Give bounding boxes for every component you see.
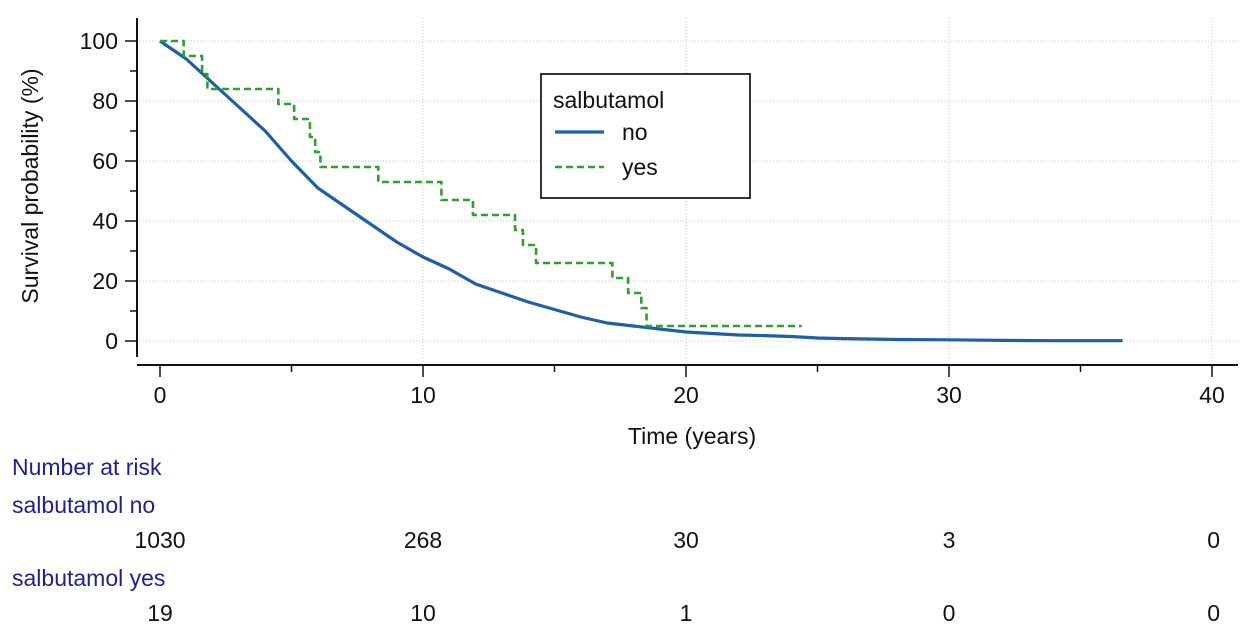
- risk-count: 30: [673, 527, 699, 553]
- legend: salbutamol no yes: [540, 73, 751, 199]
- risk-count: 0: [1207, 600, 1220, 625]
- axis-labels: Time (years) Survival probability (%): [17, 68, 756, 449]
- risk-count: 268: [404, 527, 442, 553]
- risk-count: 0: [1207, 527, 1220, 553]
- legend-title: salbutamol: [553, 87, 664, 113]
- y-axis-title: Survival probability (%): [17, 68, 43, 303]
- risk-group-label: salbutamol yes: [12, 565, 165, 591]
- risk-table-title: Number at risk: [12, 454, 162, 480]
- series-line-no: [159, 39, 1123, 343]
- y-tick-label: 0: [105, 328, 118, 354]
- risk-count: 19: [147, 600, 173, 625]
- y-tick-label: 20: [92, 268, 118, 294]
- y-tick-label: 80: [92, 88, 118, 114]
- axes: 0 20 40 60 80 100 0 10 20 30 40: [80, 18, 1238, 408]
- risk-count: 0: [943, 600, 956, 625]
- x-axis-title: Time (years): [628, 423, 756, 449]
- series-lines: [159, 39, 1123, 343]
- risk-count: 1030: [134, 527, 185, 553]
- x-tick-label: 10: [410, 382, 436, 408]
- x-tick-label: 20: [673, 382, 699, 408]
- risk-count: 3: [943, 527, 956, 553]
- risk-count: 10: [410, 600, 436, 625]
- y-tick-label: 40: [92, 208, 118, 234]
- x-tick-label: 30: [936, 382, 962, 408]
- risk-count: 1: [680, 600, 693, 625]
- x-tick-label: 40: [1199, 382, 1225, 408]
- legend-entry-no: no: [622, 119, 648, 145]
- legend-entry-yes: yes: [622, 154, 658, 180]
- risk-group-label: salbutamol no: [12, 492, 155, 518]
- series-line-yes: [160, 39, 802, 328]
- x-tick-label: 0: [154, 382, 167, 408]
- y-tick-label: 60: [92, 148, 118, 174]
- y-tick-label: 100: [80, 28, 118, 54]
- legend-box: [540, 73, 751, 199]
